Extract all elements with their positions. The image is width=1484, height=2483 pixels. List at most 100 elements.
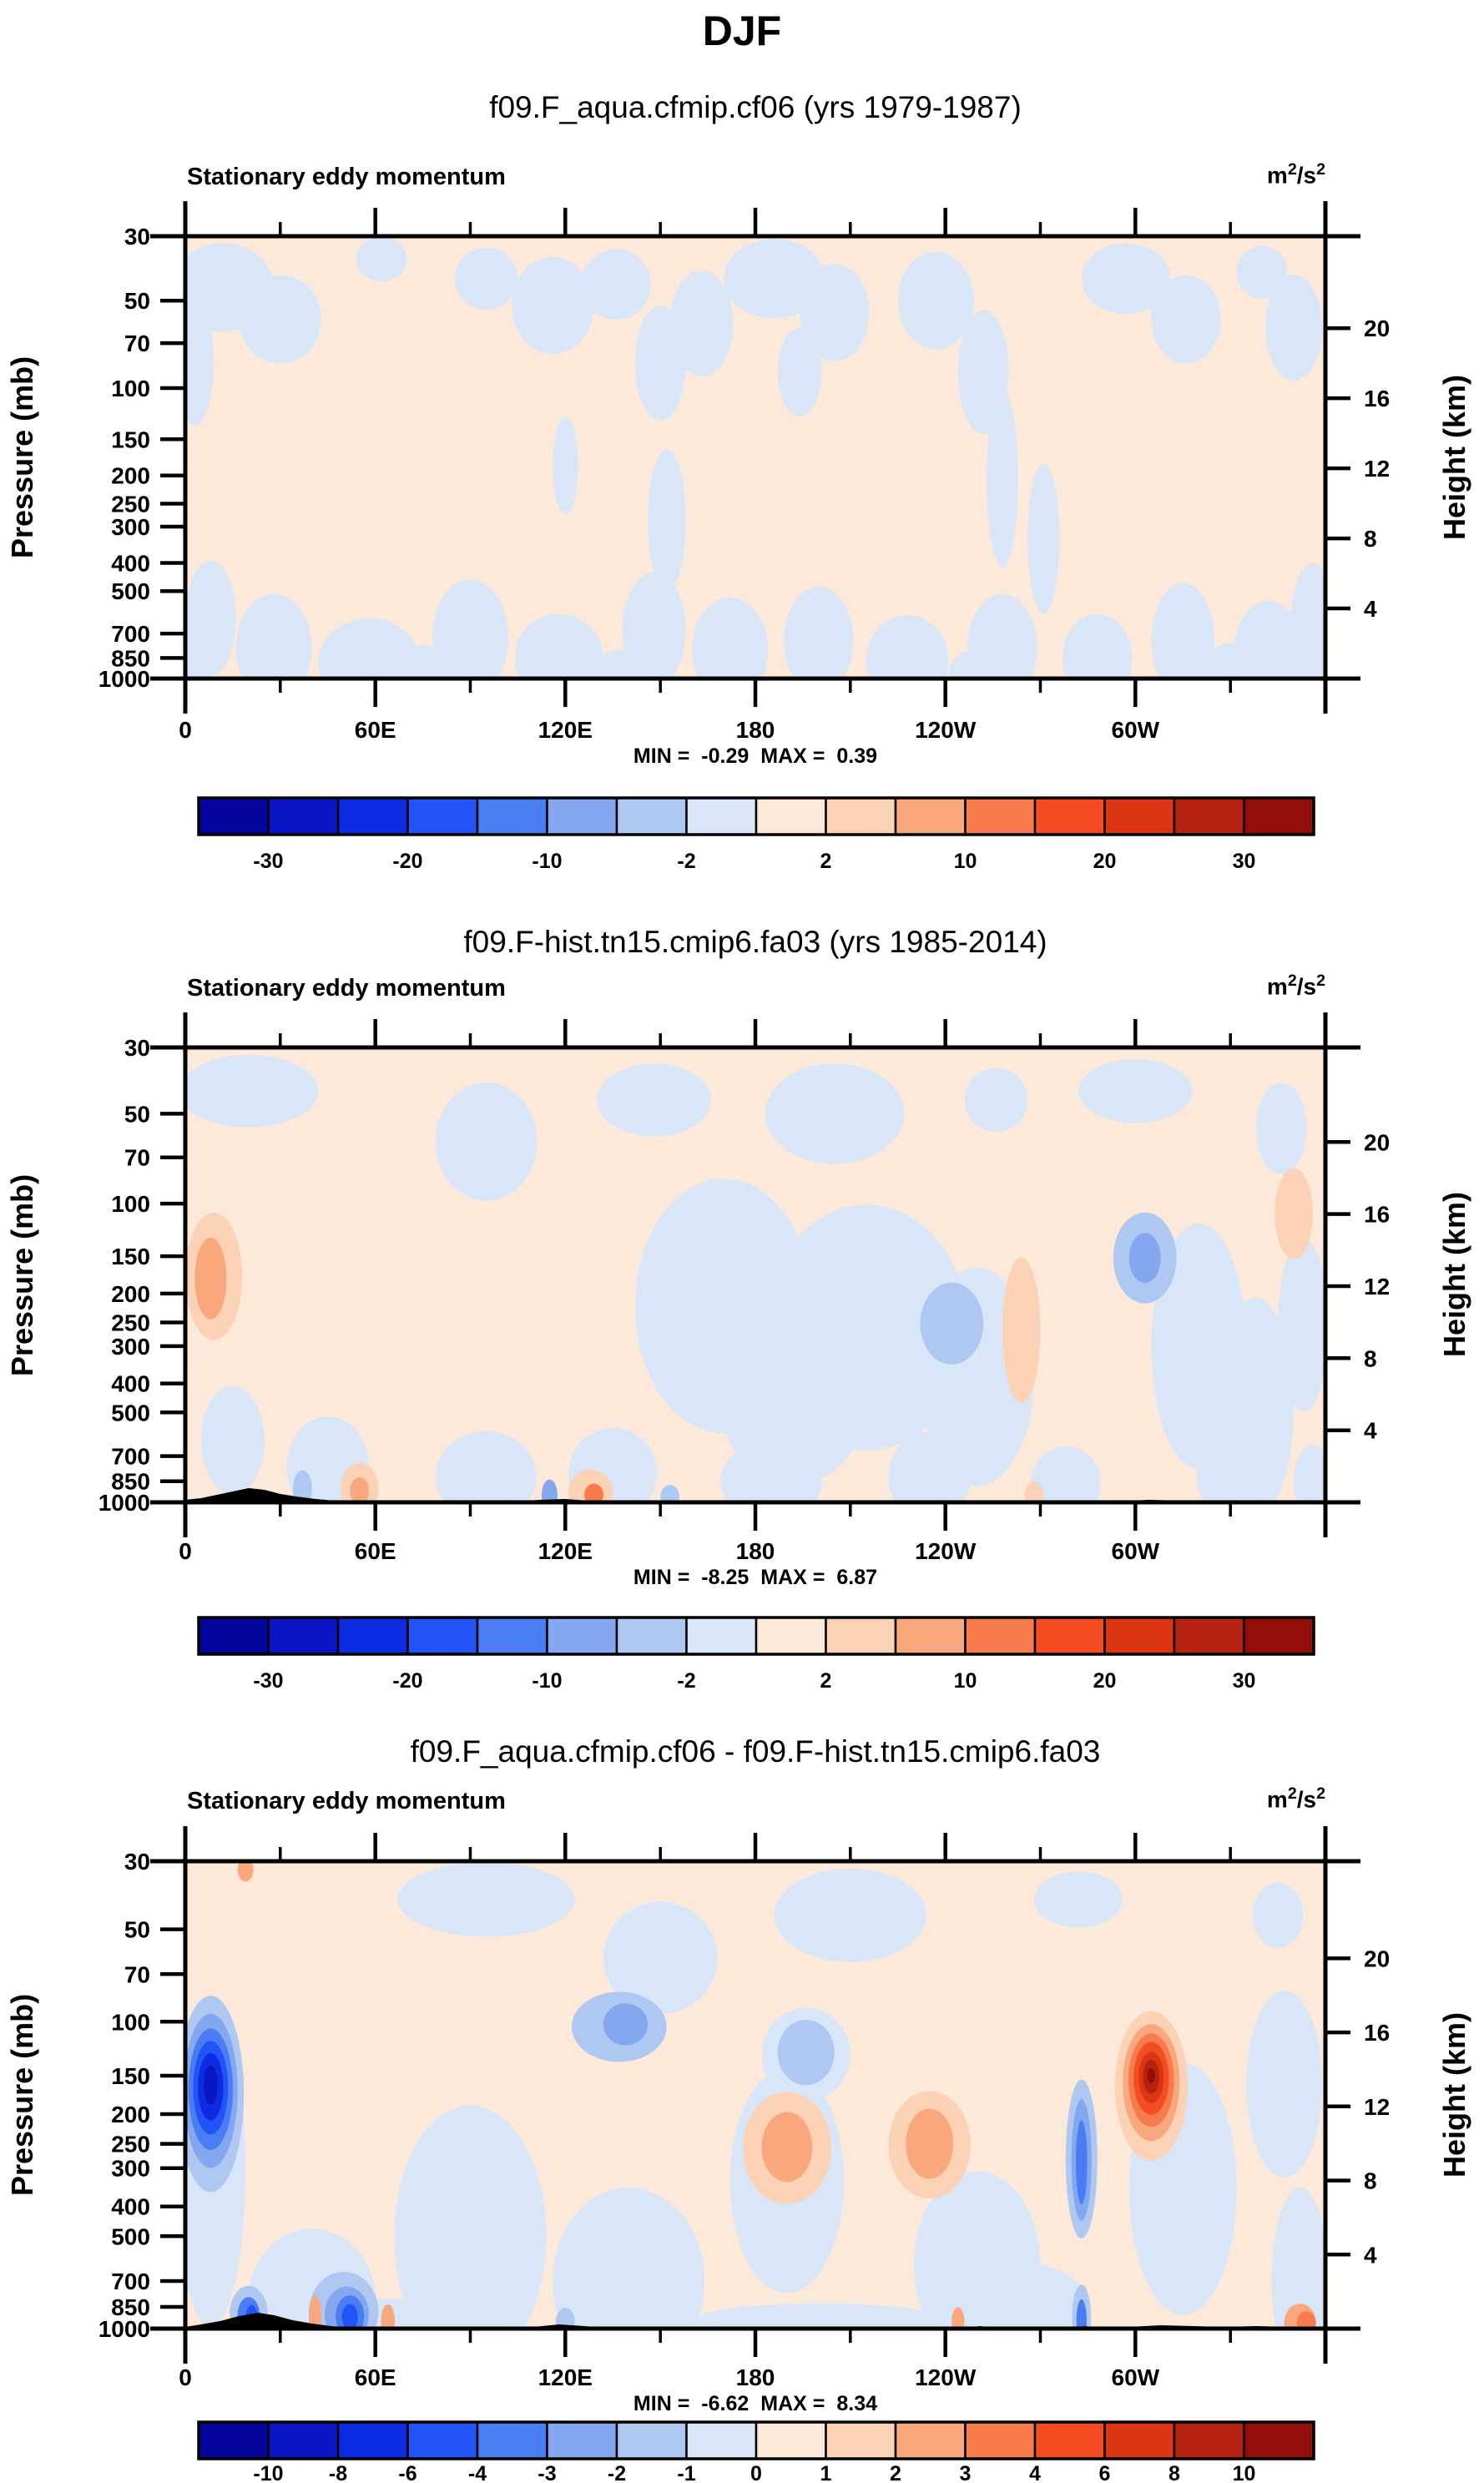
height-tick-label: 16 <box>1364 1202 1390 1228</box>
contour-blob <box>341 2304 358 2329</box>
colorbar-tick-label: 3 <box>960 2462 972 2483</box>
panel-1-height-axis: 20 16 12 8 4 <box>1325 315 1390 622</box>
lon-tick-label: 0 <box>179 717 192 743</box>
contour-blob <box>350 1476 370 1502</box>
contour-blob <box>1252 1882 1304 1948</box>
colorbar-cell <box>1103 1616 1176 1656</box>
pressure-tick-label: 500 <box>111 578 150 604</box>
panel-3-height-axis-title: Height (km) <box>1437 2012 1471 2178</box>
contour-blob <box>394 2105 547 2329</box>
contour-blob <box>381 2304 396 2329</box>
panel-1-colorbar: -30 -20 -10 -2 2 10 20 30 <box>197 796 1315 873</box>
lon-tick-label: 60W <box>1112 2364 1160 2390</box>
pressure-tick-label: 850 <box>111 645 150 671</box>
contour-blob <box>784 586 854 679</box>
contour-blob <box>194 1237 227 1320</box>
contour-blob <box>1033 1871 1123 1928</box>
colorbar-cell <box>755 796 827 836</box>
height-tick-label: 16 <box>1364 2020 1390 2046</box>
colorbar-cell <box>267 2420 340 2460</box>
pressure-tick-label: 70 <box>124 1961 150 1987</box>
colorbar-tick-label: 0 <box>750 2462 762 2483</box>
pressure-tick-label: 100 <box>111 2009 150 2035</box>
pressure-tick-label: 200 <box>111 2102 150 2127</box>
colorbar-tick-label: 1 <box>820 2462 832 2483</box>
lon-tick-label: 0 <box>179 2364 192 2390</box>
pressure-tick-label: 300 <box>111 2156 150 2182</box>
contour-blob <box>777 327 822 416</box>
topography <box>185 1488 351 1502</box>
contour-blob <box>660 1485 679 1502</box>
pressure-tick-label: 70 <box>124 331 150 356</box>
contour-blob <box>1204 643 1256 679</box>
colorbar-cell <box>1173 2420 1245 2460</box>
contour-blob <box>1076 2120 1088 2205</box>
colorbar-cell <box>964 2420 1037 2460</box>
panel-2-unit-label: m2/s2 <box>1266 971 1325 1000</box>
pressure-tick-label: 700 <box>111 2269 150 2294</box>
contour-blob <box>185 1054 319 1128</box>
colorbar-cell <box>894 2420 967 2460</box>
contour-blob <box>669 270 734 377</box>
contour-blob <box>1294 1445 1325 1502</box>
pressure-tick-label: 300 <box>111 1334 150 1360</box>
colorbar-cell <box>1033 2420 1106 2460</box>
colorbar-cell <box>336 796 409 836</box>
pressure-tick-label: 850 <box>111 2294 150 2320</box>
colorbar-tick-label: 10 <box>1233 2462 1256 2483</box>
panel-1-lon-axis: 0 60E 120E 180 120W 60W <box>179 208 1232 743</box>
pressure-tick-label: 250 <box>111 1310 150 1336</box>
contour-blob <box>964 1067 1028 1133</box>
colorbar-tick-label: -30 <box>253 1669 283 1693</box>
contour-blob <box>897 251 974 350</box>
contour-blob <box>555 2308 575 2329</box>
pressure-tick-label: 1000 <box>98 1490 150 1516</box>
contour-blob <box>692 2303 946 2329</box>
contour-blob <box>1151 583 1215 679</box>
contour-blob <box>1081 243 1171 315</box>
lon-tick-label: 120W <box>915 2364 977 2390</box>
contour-blob <box>888 1431 971 1502</box>
colorbar-cell <box>476 1616 548 1656</box>
contour-blob <box>391 645 455 679</box>
contour-blob <box>967 593 1037 679</box>
colorbar-cell <box>685 2420 758 2460</box>
contour-blob <box>800 264 870 361</box>
pressure-tick-label: 50 <box>124 288 150 314</box>
height-tick-label: 12 <box>1364 456 1390 482</box>
height-tick-label: 4 <box>1364 2242 1377 2268</box>
contour-blob <box>1027 463 1060 614</box>
pressure-tick-label: 700 <box>111 1444 150 1470</box>
contour-blob <box>1002 1257 1041 1403</box>
contour-blob <box>987 390 1018 568</box>
pressure-tick-label: 1000 <box>98 2316 150 2342</box>
panel-3-field-label: Stationary eddy momentum <box>187 1788 506 1814</box>
contour-blob <box>648 449 686 592</box>
colorbar-cell <box>476 796 548 836</box>
contour-blob <box>581 249 651 320</box>
colorbar-tick-label: -30 <box>253 850 283 873</box>
colorbar-cell <box>1243 2420 1315 2460</box>
contour-blob <box>435 1431 538 1502</box>
contour-blob <box>1255 1083 1307 1174</box>
contour-blob <box>435 1082 538 1201</box>
panel-1-title: f09.F_aqua.cfmip.cf06 (yrs 1979-1987) <box>489 90 1022 124</box>
colorbar-tick-label: 2 <box>820 1669 832 1693</box>
colorbar-tick-label: -10 <box>253 2462 283 2483</box>
contour-blob <box>1236 245 1288 300</box>
colorbar-tick-label: -2 <box>677 850 695 873</box>
panel-1-height-axis-title: Height (km) <box>1437 375 1471 540</box>
lon-tick-label: 120W <box>915 717 977 743</box>
contour-blob <box>939 2261 1092 2329</box>
panel-2-field-label: Stationary eddy momentum <box>187 975 506 1002</box>
pressure-tick-label: 400 <box>111 2194 150 2220</box>
contour-blob <box>201 1385 265 1496</box>
panel-1-minmax: MIN = -0.29 MAX = 0.39 <box>633 744 878 768</box>
colorbar-tick-label: 30 <box>1233 850 1256 873</box>
colorbar-cell <box>964 1616 1037 1656</box>
panel-2-colorbar: -30 -20 -10 -2 2 10 20 30 <box>197 1616 1315 1693</box>
colorbar-cell <box>685 796 758 836</box>
lon-tick-label: 120E <box>538 717 593 743</box>
